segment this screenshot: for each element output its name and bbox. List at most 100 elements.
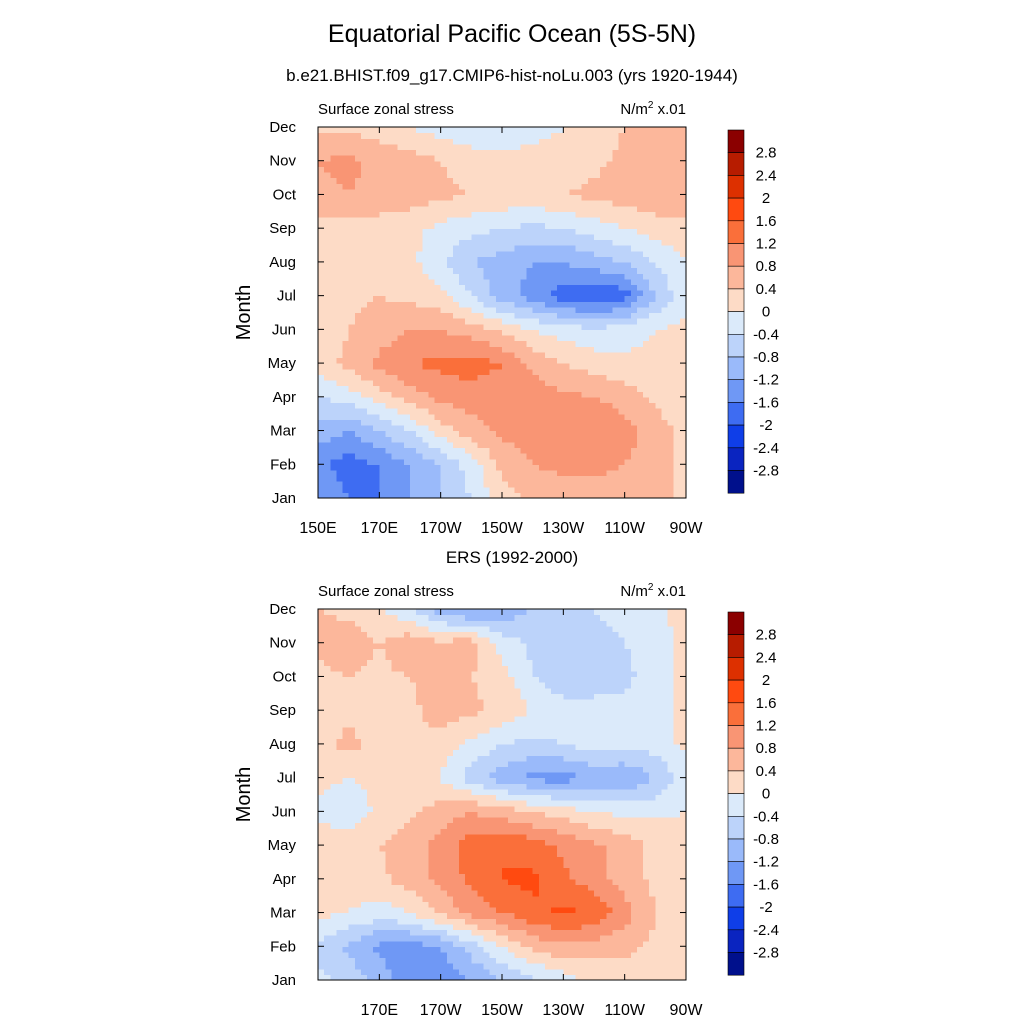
heatmap-cell — [630, 379, 638, 387]
heatmap-cell — [385, 245, 393, 252]
heatmap-cell — [440, 334, 448, 342]
heatmap-cell — [336, 222, 344, 229]
heatmap-cell — [336, 481, 344, 488]
heatmap-cell — [532, 413, 540, 420]
heatmap-cell — [489, 419, 497, 426]
heatmap-cell — [636, 492, 644, 499]
heatmap-cell — [520, 245, 528, 252]
heatmap-cell — [342, 312, 350, 319]
heatmap-cell — [508, 357, 515, 364]
heatmap-cell — [673, 228, 681, 235]
heatmap-cell — [508, 205, 515, 212]
heatmap-cell — [661, 132, 669, 139]
heatmap-cell — [502, 329, 509, 336]
heatmap-cell — [502, 374, 509, 381]
heatmap-cell — [440, 424, 448, 432]
heatmap-cell — [318, 385, 325, 392]
heatmap-cell — [508, 233, 515, 241]
heatmap-cell — [612, 391, 620, 398]
heatmap-cell — [612, 413, 620, 420]
heatmap-cell — [403, 363, 411, 370]
heatmap-cell — [385, 323, 393, 330]
heatmap-cell — [403, 486, 411, 493]
heatmap-cell — [508, 211, 515, 218]
heatmap-cell — [318, 323, 325, 330]
heatmap-cell — [483, 233, 491, 241]
heatmap-cell — [446, 492, 454, 499]
chart-main-title: Equatorial Pacific Ocean (5S-5N) — [327, 20, 697, 48]
heatmap-cell — [391, 273, 399, 280]
heatmap-cell — [649, 408, 656, 415]
heatmap-cell — [446, 486, 454, 493]
heatmap-cell — [391, 379, 399, 387]
heatmap-cell — [471, 250, 479, 257]
heatmap-cell — [397, 935, 405, 942]
heatmap-cell — [354, 351, 362, 359]
heatmap-cell — [459, 357, 466, 364]
heatmap-cell — [618, 453, 626, 460]
heatmap-cell — [379, 458, 387, 465]
heatmap-cell — [483, 940, 491, 947]
heatmap-cell — [397, 481, 405, 488]
heatmap-cell — [367, 890, 374, 897]
heatmap-cell — [569, 138, 577, 145]
heatmap-cell — [587, 906, 595, 914]
heatmap-cell — [471, 351, 479, 359]
heatmap-cell — [434, 329, 442, 336]
heatmap-cell — [563, 273, 571, 280]
heatmap-cell — [471, 458, 479, 465]
heatmap-cell — [673, 329, 681, 336]
heatmap-cell — [673, 166, 681, 173]
heatmap-cell — [606, 396, 613, 404]
heatmap-cell — [379, 363, 387, 370]
heatmap-cell — [403, 453, 411, 460]
colorbar-box — [727, 220, 745, 244]
heatmap-cell — [452, 323, 460, 330]
heatmap-cell — [563, 458, 571, 465]
heatmap-cell — [618, 295, 626, 302]
heatmap-cell — [600, 267, 607, 274]
heatmap-cell — [508, 951, 515, 959]
heatmap-cell — [379, 183, 387, 190]
heatmap-cell — [440, 447, 448, 454]
heatmap-cell — [324, 284, 331, 291]
heatmap-cell — [679, 441, 687, 449]
heatmap-cell — [440, 890, 448, 897]
heatmap-cell — [502, 323, 509, 330]
heatmap-cell — [532, 205, 540, 212]
heatmap-cell — [385, 424, 393, 432]
heatmap-cell — [679, 912, 687, 919]
heatmap-cell — [440, 205, 448, 212]
heatmap-cell — [336, 436, 344, 443]
heatmap-cell — [514, 211, 521, 218]
heatmap-cell — [422, 968, 429, 975]
heatmap-cell — [416, 402, 423, 409]
heatmap-cell — [440, 974, 448, 981]
heatmap-cell — [367, 138, 374, 145]
heatmap-cell — [367, 211, 374, 218]
heatmap-cell — [318, 329, 325, 336]
heatmap-cell — [581, 228, 589, 235]
heatmap-cell — [428, 951, 436, 959]
heatmap-cell — [532, 138, 540, 145]
heatmap-cell — [446, 430, 454, 437]
heatmap-cell — [348, 458, 356, 465]
heatmap-cell — [336, 385, 344, 392]
heatmap-cell — [428, 923, 436, 931]
heatmap-cell — [508, 912, 515, 919]
heatmap-cell — [330, 222, 337, 229]
heatmap-cell — [452, 306, 460, 314]
heatmap-cell — [465, 413, 472, 420]
heatmap-cell — [661, 368, 669, 375]
heatmap-cell — [403, 368, 411, 375]
heatmap-cell — [385, 188, 393, 196]
heatmap-cell — [612, 290, 620, 297]
heatmap-cell — [679, 205, 687, 212]
heatmap-cell — [679, 323, 687, 330]
heatmap-cell — [452, 957, 460, 964]
heatmap-cell — [502, 419, 509, 426]
heatmap-cell — [385, 912, 393, 919]
heatmap-cell — [410, 351, 417, 359]
heatmap-cell — [360, 346, 368, 353]
heatmap-cell — [636, 963, 644, 970]
